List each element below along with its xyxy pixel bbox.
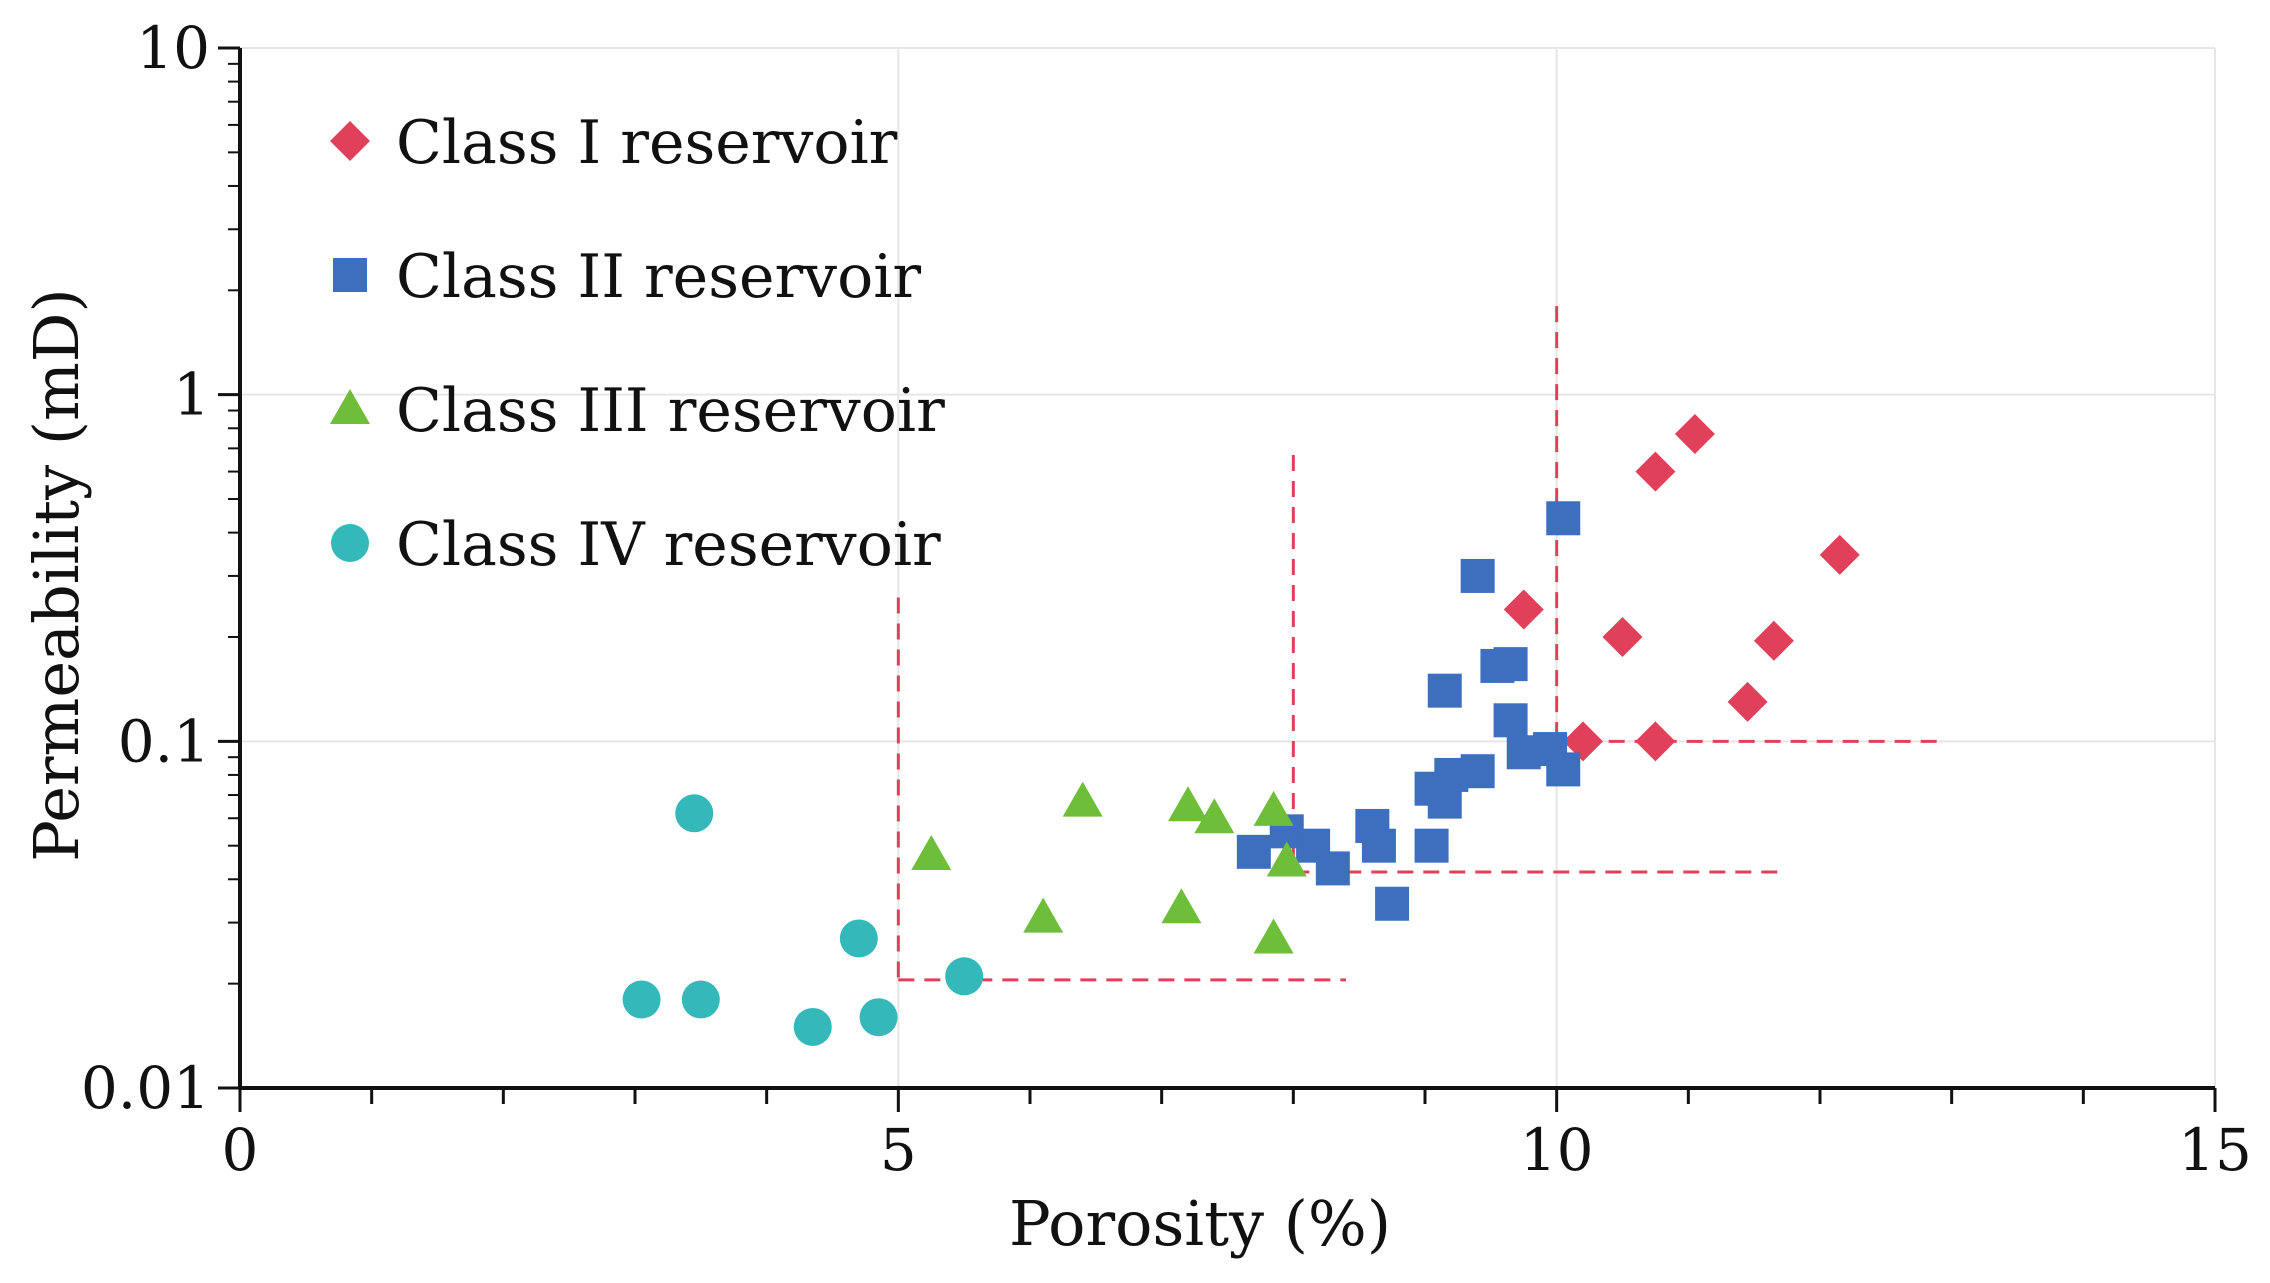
- data-point-diamond: [1819, 534, 1860, 575]
- data-point-square: [1375, 886, 1410, 921]
- data-points: [622, 414, 1860, 1046]
- legend-marker-square: [333, 258, 367, 292]
- data-point-diamond: [1602, 616, 1643, 657]
- legend-marker-diamond: [330, 121, 370, 161]
- data-point-diamond: [1563, 721, 1603, 762]
- data-point-circle: [945, 957, 984, 996]
- data-point-square: [1493, 703, 1528, 738]
- data-point-circle: [859, 998, 898, 1037]
- data-point-triangle: [1253, 918, 1294, 954]
- data-point-triangle: [1062, 781, 1103, 817]
- legend-label: Class IV reservoir: [396, 510, 941, 580]
- data-point-triangle: [911, 835, 952, 871]
- x-tick-label: 5: [880, 1116, 917, 1184]
- data-point-diamond: [1753, 620, 1794, 661]
- data-point-circle: [622, 980, 661, 1019]
- axes: [238, 48, 2215, 1090]
- legend-label: Class II reservoir: [396, 242, 921, 312]
- data-point-square: [1460, 558, 1495, 593]
- legend-marker-circle: [331, 524, 369, 562]
- y-tick-label: 0.1: [118, 707, 210, 775]
- data-point-circle: [793, 1007, 832, 1046]
- data-point-square: [1493, 647, 1528, 682]
- data-point-square: [1460, 754, 1495, 789]
- data-point-circle: [675, 794, 714, 833]
- data-point-diamond: [1727, 681, 1768, 722]
- x-axis-title: Porosity (%): [1009, 1187, 1391, 1260]
- y-tick-label: 0.01: [81, 1054, 210, 1122]
- data-point-triangle: [1253, 790, 1294, 826]
- data-point-square: [1414, 828, 1449, 863]
- data-point-triangle: [1161, 888, 1202, 924]
- data-point-square: [1546, 501, 1581, 536]
- data-point-circle: [839, 919, 878, 958]
- legend-label: Class I reservoir: [396, 108, 898, 178]
- data-point-square: [1315, 851, 1350, 886]
- data-point-diamond: [1503, 589, 1544, 630]
- legend-marker-triangle: [330, 389, 370, 424]
- y-tick-label: 1: [173, 361, 210, 429]
- data-point-square: [1236, 834, 1271, 869]
- legend-label: Class III reservoir: [396, 376, 945, 446]
- grid-lines: [240, 47, 2216, 1088]
- axis-ticks: 0 5 10 15 0.01 0.1 1 10: [81, 14, 2252, 1184]
- y-tick-label: 10: [136, 14, 210, 82]
- data-point-triangle: [1266, 841, 1307, 877]
- data-point-diamond: [1635, 451, 1676, 492]
- x-tick-label: 15: [2178, 1116, 2252, 1184]
- data-point-diamond: [1635, 721, 1676, 762]
- data-point-diamond: [1674, 414, 1715, 455]
- data-point-triangle: [1023, 897, 1064, 933]
- data-point-circle: [681, 980, 720, 1019]
- data-point-triangle: [1168, 786, 1208, 822]
- legend: Class I reservoir Class II reservoir Class…: [330, 108, 945, 580]
- data-point-square: [1427, 673, 1462, 708]
- data-point-square: [1546, 752, 1581, 787]
- x-tick-label: 10: [1520, 1116, 1594, 1184]
- y-axis-title: Permeability (mD): [20, 288, 93, 861]
- data-point-triangle: [1194, 798, 1235, 834]
- x-tick-label: 0: [222, 1116, 259, 1184]
- data-point-square: [1361, 828, 1396, 863]
